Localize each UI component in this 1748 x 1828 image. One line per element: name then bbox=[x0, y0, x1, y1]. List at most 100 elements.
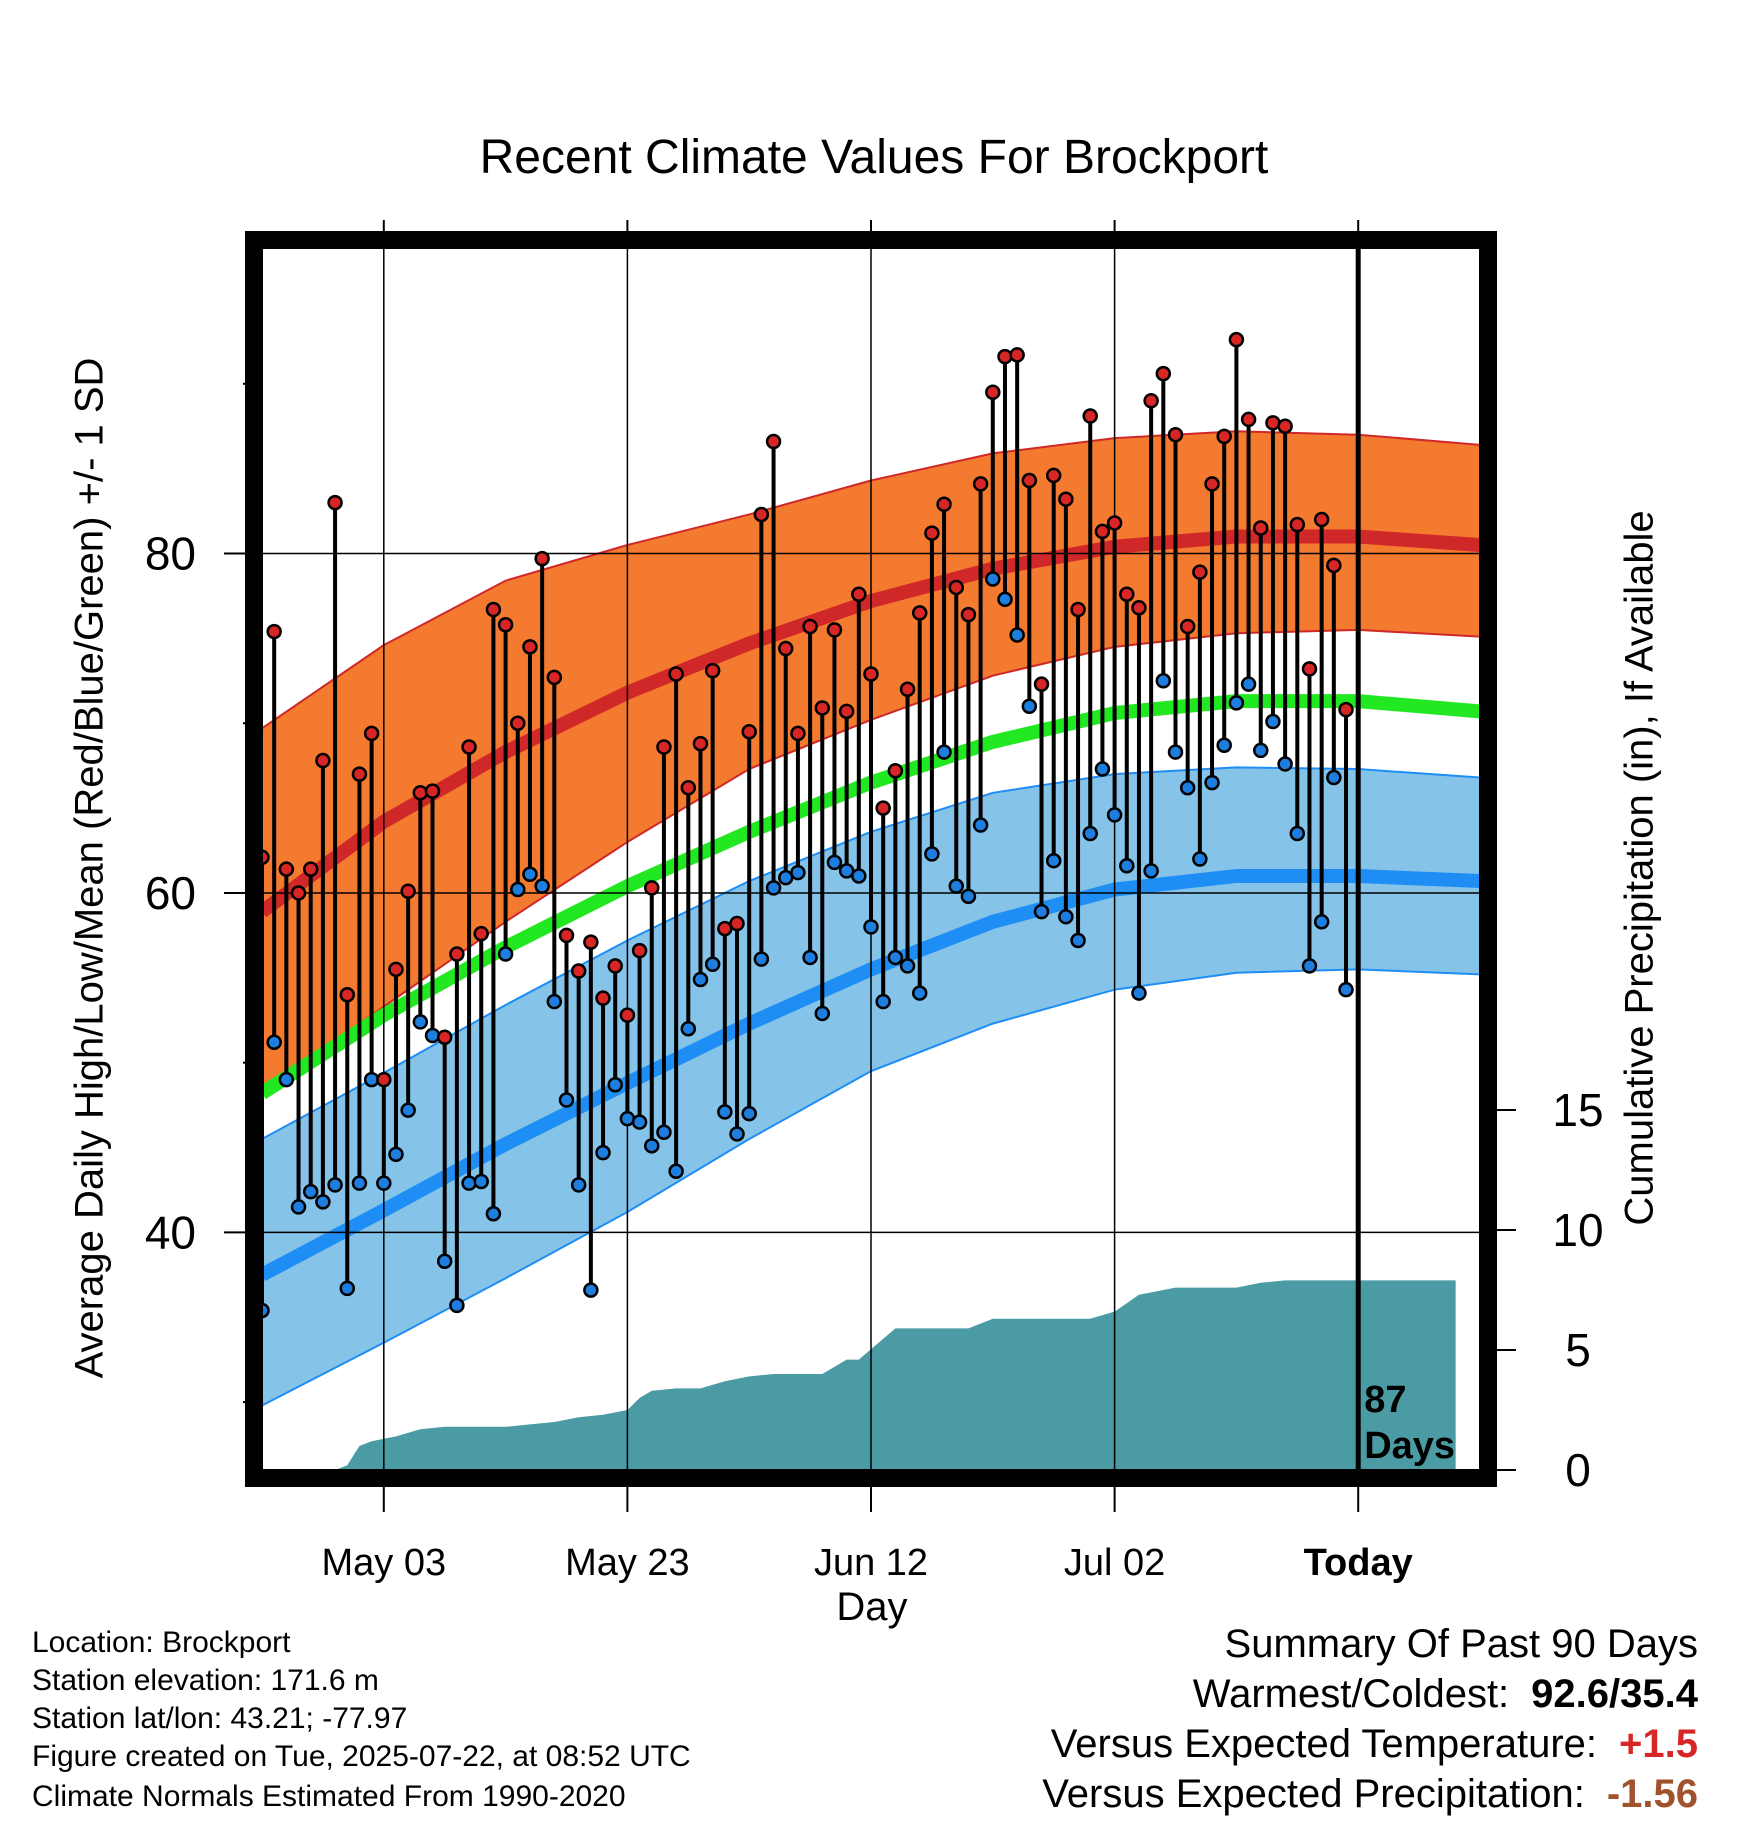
daily-low-point bbox=[1167, 744, 1184, 760]
y-right-tick-label: 5 bbox=[1565, 1324, 1591, 1376]
daily-high-point bbox=[790, 725, 806, 742]
daily-low-point bbox=[1204, 774, 1220, 791]
daily-high-point bbox=[899, 681, 916, 698]
daily-high-point bbox=[461, 739, 477, 755]
daily-low-point bbox=[262, 1302, 270, 1319]
daily-low-point bbox=[704, 956, 721, 972]
info-normals: Climate Normals Estimated From 1990-2020 bbox=[32, 1780, 626, 1813]
daily-high-point bbox=[262, 849, 270, 866]
daily-high-point bbox=[1253, 520, 1269, 536]
daily-high-point bbox=[619, 1007, 636, 1023]
daily-high-point bbox=[1143, 393, 1159, 409]
summary-warm-cold: Warmest/Coldest: 92.6/35.4 bbox=[1193, 1672, 1698, 1717]
info-latlon: Station lat/lon: 43.21; -77.97 bbox=[32, 1702, 408, 1735]
today-days-count: 87 bbox=[1364, 1379, 1406, 1421]
daily-high-point bbox=[997, 348, 1013, 365]
daily-low-point bbox=[315, 1194, 331, 1210]
daily-low-point bbox=[997, 591, 1013, 608]
daily-low-point bbox=[449, 1297, 465, 1314]
daily-low-point bbox=[522, 866, 538, 883]
y-right-tick-label: 10 bbox=[1552, 1204, 1603, 1256]
daily-low-point bbox=[1106, 807, 1123, 823]
daily-high-point bbox=[887, 762, 904, 779]
x-tick-label: Jul 02 bbox=[1064, 1542, 1165, 1584]
daily-low-point bbox=[1253, 742, 1269, 759]
y-left-tick-label: 80 bbox=[145, 528, 196, 580]
daily-high-point bbox=[729, 915, 745, 932]
daily-high-point bbox=[692, 735, 709, 752]
daily-low-point bbox=[1119, 858, 1135, 874]
daily-high-point bbox=[1131, 600, 1147, 616]
daily-low-point bbox=[790, 864, 806, 881]
y-axis-right-label-text: Cumulative Precipitation (in), If Availa… bbox=[1617, 510, 1662, 1226]
daily-high-point bbox=[1082, 408, 1098, 424]
daily-low-point bbox=[1009, 627, 1025, 643]
y-right-tick-label: 0 bbox=[1565, 1444, 1591, 1496]
daily-low-point bbox=[1058, 908, 1074, 925]
daily-high-point bbox=[1045, 467, 1062, 484]
daily-high-point bbox=[1216, 428, 1232, 445]
summary-warm-cold-value: 92.6/35.4 bbox=[1531, 1672, 1698, 1716]
daily-high-point bbox=[473, 925, 489, 942]
daily-low-point bbox=[717, 1104, 733, 1120]
daily-low-point bbox=[351, 1175, 368, 1191]
summary-precipitation: Versus Expected Precipitation: -1.56 bbox=[1042, 1772, 1698, 1817]
daily-high-point bbox=[1289, 516, 1306, 533]
daily-low-point bbox=[510, 881, 526, 898]
daily-low-point bbox=[1131, 985, 1147, 1001]
daily-high-point bbox=[510, 715, 526, 731]
daily-high-point bbox=[400, 883, 416, 899]
summary-heading: Summary Of Past 90 Days bbox=[1224, 1622, 1698, 1666]
summary-precip-label: Versus Expected Precipitation: bbox=[1042, 1772, 1585, 1816]
daily-low-point bbox=[473, 1173, 489, 1190]
daily-high-point bbox=[1033, 676, 1050, 692]
x-tick-label: Today bbox=[1304, 1542, 1413, 1584]
daily-low-point bbox=[1192, 851, 1208, 867]
summary-warm-cold-label: Warmest/Coldest: bbox=[1192, 1672, 1510, 1716]
daily-low-point bbox=[1265, 713, 1281, 730]
info-elevation: Station elevation: 171.6 m bbox=[32, 1664, 379, 1697]
daily-high-point bbox=[656, 739, 672, 755]
daily-low-point bbox=[497, 946, 514, 962]
daily-high-point bbox=[1094, 523, 1111, 540]
x-tick-label: Jun 12 bbox=[814, 1542, 928, 1584]
daily-low-point bbox=[278, 1071, 295, 1088]
daily-low-point bbox=[570, 1177, 587, 1193]
daily-high-point bbox=[302, 861, 319, 877]
daily-low-point bbox=[741, 1105, 757, 1122]
daily-high-point bbox=[1277, 418, 1293, 434]
daily-high-point bbox=[1167, 426, 1184, 443]
daily-low-point bbox=[376, 1175, 392, 1191]
daily-high-point bbox=[1240, 411, 1257, 428]
daily-high-point bbox=[972, 476, 989, 492]
daily-high-point bbox=[339, 987, 356, 1003]
daily-high-point bbox=[388, 961, 404, 978]
daily-high-point bbox=[1326, 557, 1342, 574]
daily-low-point bbox=[400, 1102, 416, 1118]
daily-low-point bbox=[814, 1005, 831, 1022]
daily-high-point bbox=[449, 946, 465, 962]
daily-low-point bbox=[1338, 981, 1354, 998]
precip-area bbox=[262, 1280, 1456, 1470]
info-created: Figure created on Tue, 2025-07-22, at 08… bbox=[32, 1740, 691, 1773]
daily-high-point bbox=[363, 725, 380, 742]
daily-low-point bbox=[412, 1014, 429, 1030]
daily-low-point bbox=[436, 1253, 453, 1269]
daily-high-point bbox=[985, 384, 1001, 401]
daily-low-point bbox=[644, 1138, 660, 1154]
daily-low-point bbox=[266, 1034, 282, 1051]
daily-high-point bbox=[765, 433, 782, 450]
x-axis-label: Day bbox=[836, 1585, 908, 1629]
daily-high-point bbox=[497, 617, 514, 633]
daily-low-point bbox=[936, 744, 952, 760]
daily-high-point bbox=[1058, 491, 1074, 507]
daily-high-point bbox=[863, 666, 879, 682]
daily-high-point bbox=[522, 639, 538, 655]
daily-low-point bbox=[339, 1280, 356, 1297]
daily-low-point bbox=[875, 993, 891, 1010]
daily-high-point bbox=[327, 494, 343, 511]
daily-high-point bbox=[704, 662, 721, 679]
daily-high-point bbox=[631, 942, 648, 959]
daily-low-point bbox=[851, 868, 867, 884]
daily-high-point bbox=[741, 723, 757, 740]
